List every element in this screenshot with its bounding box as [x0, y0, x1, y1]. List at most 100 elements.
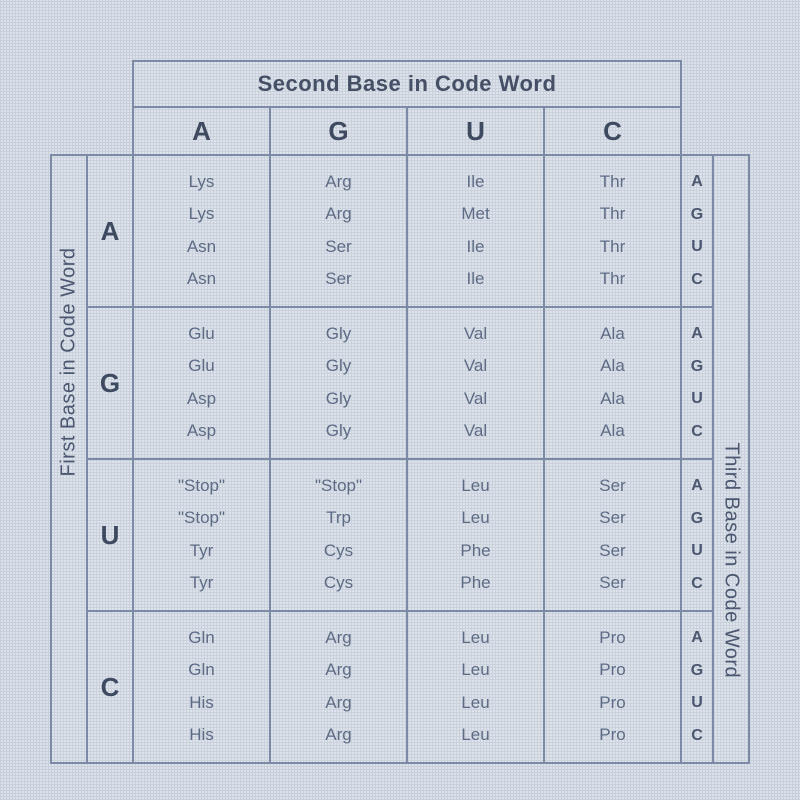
aa: Val	[464, 325, 487, 344]
tb: C	[691, 727, 703, 745]
tb: A	[691, 477, 703, 495]
first-base-title-text: First Base in Code Word	[58, 442, 81, 476]
aa: Asp	[187, 422, 216, 441]
aa: Gly	[326, 357, 352, 376]
aa: Cys	[324, 542, 353, 561]
col-head-C: C	[544, 107, 681, 155]
aa: Ala	[600, 357, 625, 376]
aa: Leu	[461, 726, 489, 745]
row-head-C: C	[87, 611, 133, 763]
cell-A-U: Ile Met Ile Ile	[407, 155, 544, 307]
aa: Pro	[599, 726, 625, 745]
aa: Gly	[326, 422, 352, 441]
tb: G	[691, 206, 703, 224]
row-head-G: G	[87, 307, 133, 459]
spacer	[681, 61, 749, 107]
aa: "Stop"	[315, 477, 362, 496]
aa: Gly	[326, 390, 352, 409]
aa: "Stop"	[178, 477, 225, 496]
aa: Asn	[187, 270, 216, 289]
tb: C	[691, 575, 703, 593]
aa: Arg	[325, 629, 351, 648]
aa: Thr	[600, 205, 626, 224]
tb: G	[691, 662, 703, 680]
aa: Arg	[325, 173, 351, 192]
aa: Ser	[599, 574, 625, 593]
cell-C-U: Leu Leu Leu Leu	[407, 611, 544, 763]
row-head-U: U	[87, 459, 133, 611]
cell-G-C: Ala Ala Ala Ala	[544, 307, 681, 459]
aa: Gln	[188, 661, 214, 680]
aa: Tyr	[190, 542, 214, 561]
tb: U	[691, 542, 703, 560]
third-base-U: A G U C	[681, 459, 713, 611]
aa: His	[189, 694, 214, 713]
aa: Met	[461, 205, 489, 224]
cell-C-A: Gln Gln His His	[133, 611, 270, 763]
cell-A-A: Lys Lys Asn Asn	[133, 155, 270, 307]
row-head-A: A	[87, 155, 133, 307]
col-head-U: U	[407, 107, 544, 155]
cell-G-U: Val Val Val Val	[407, 307, 544, 459]
aa: Ser	[325, 238, 351, 257]
aa: Leu	[461, 477, 489, 496]
codon-table: Second Base in Code Word A G U C First B…	[50, 60, 750, 764]
aa: Phe	[460, 574, 490, 593]
tb: G	[691, 358, 703, 376]
aa: Leu	[461, 694, 489, 713]
second-base-title: Second Base in Code Word	[133, 61, 681, 107]
aa: Pro	[599, 661, 625, 680]
aa: Ala	[600, 390, 625, 409]
cell-U-G: "Stop" Trp Cys Cys	[270, 459, 407, 611]
aa: Thr	[600, 238, 626, 257]
aa: Ala	[600, 325, 625, 344]
tb: A	[691, 173, 703, 191]
third-base-title-text: Third Base in Code Word	[720, 442, 743, 476]
aa: Trp	[326, 509, 351, 528]
aa: Ser	[599, 477, 625, 496]
aa: Glu	[188, 357, 214, 376]
aa: Cys	[324, 574, 353, 593]
aa: Tyr	[190, 574, 214, 593]
aa: Val	[464, 390, 487, 409]
page-frame: Second Base in Code Word A G U C First B…	[0, 0, 800, 800]
aa: Arg	[325, 205, 351, 224]
aa: Lys	[189, 205, 215, 224]
aa: Arg	[325, 726, 351, 745]
cell-A-G: Arg Arg Ser Ser	[270, 155, 407, 307]
tb: C	[691, 271, 703, 289]
aa: Gly	[326, 325, 352, 344]
aa: Ser	[325, 270, 351, 289]
spacer	[681, 107, 749, 155]
spacer	[51, 61, 133, 107]
third-base-C: A G U C	[681, 611, 713, 763]
aa: Arg	[325, 694, 351, 713]
aa: Ile	[467, 173, 485, 192]
aa: Leu	[461, 661, 489, 680]
aa: "Stop"	[178, 509, 225, 528]
aa: Val	[464, 357, 487, 376]
third-base-title: Third Base in Code Word	[713, 155, 749, 763]
tb: A	[691, 629, 703, 647]
cell-C-C: Pro Pro Pro Pro	[544, 611, 681, 763]
cell-U-U: Leu Leu Phe Phe	[407, 459, 544, 611]
tb: C	[691, 423, 703, 441]
col-head-A: A	[133, 107, 270, 155]
aa: Ile	[467, 238, 485, 257]
aa: His	[189, 726, 214, 745]
aa: Arg	[325, 661, 351, 680]
cell-G-G: Gly Gly Gly Gly	[270, 307, 407, 459]
spacer	[51, 107, 133, 155]
cell-A-C: Thr Thr Thr Thr	[544, 155, 681, 307]
aa: Leu	[461, 509, 489, 528]
aa: Val	[464, 422, 487, 441]
aa: Thr	[600, 270, 626, 289]
tb: A	[691, 325, 703, 343]
aa: Pro	[599, 694, 625, 713]
third-base-A: A G U C	[681, 155, 713, 307]
first-base-title: First Base in Code Word	[51, 155, 87, 763]
aa: Ile	[467, 270, 485, 289]
col-head-G: G	[270, 107, 407, 155]
tb: G	[691, 510, 703, 528]
cell-G-A: Glu Glu Asp Asp	[133, 307, 270, 459]
